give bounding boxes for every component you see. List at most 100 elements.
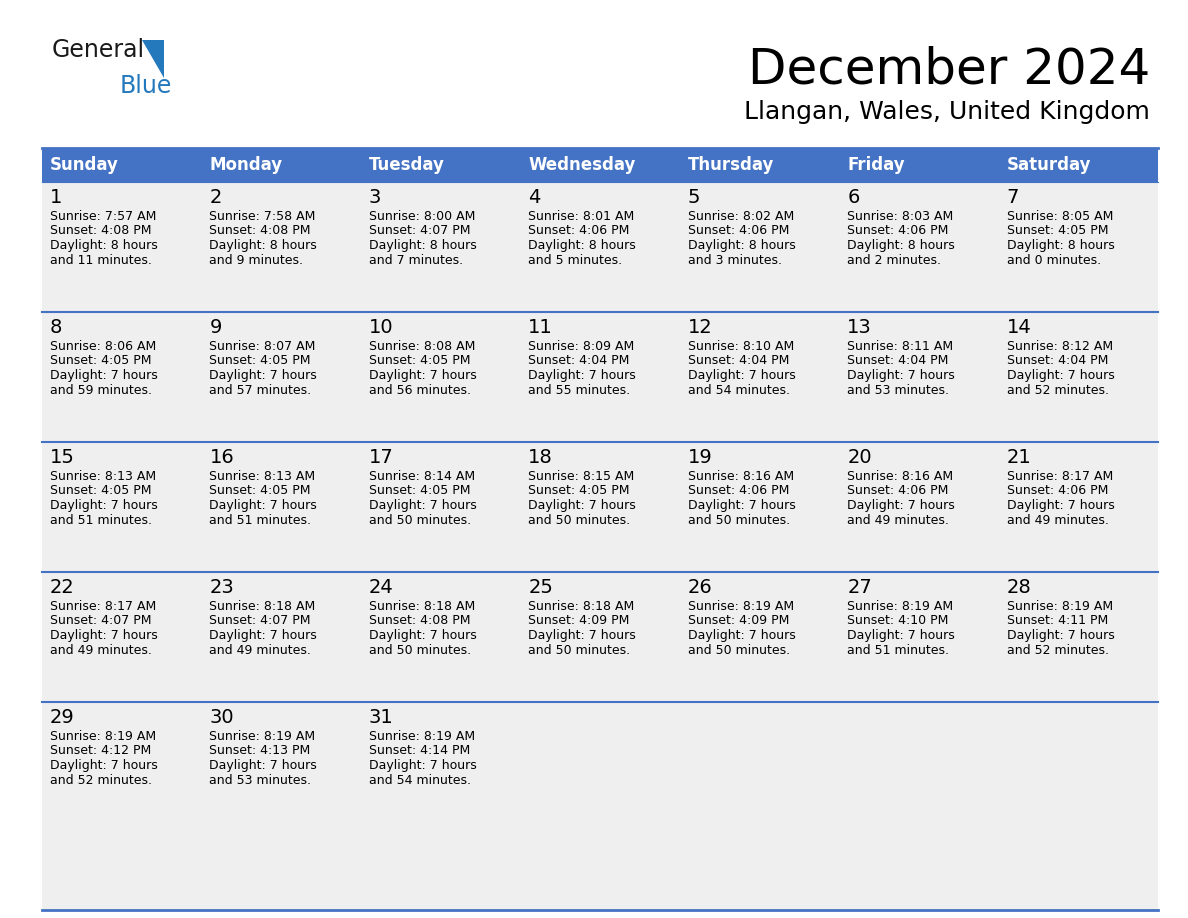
Text: Wednesday: Wednesday	[529, 156, 636, 174]
Text: and 51 minutes.: and 51 minutes.	[847, 644, 949, 656]
Text: Daylight: 7 hours: Daylight: 7 hours	[1006, 369, 1114, 382]
Text: Sunrise: 8:06 AM: Sunrise: 8:06 AM	[50, 340, 157, 353]
Text: 22: 22	[50, 578, 75, 597]
Text: Daylight: 7 hours: Daylight: 7 hours	[688, 369, 796, 382]
Text: 11: 11	[529, 318, 554, 337]
Text: and 50 minutes.: and 50 minutes.	[368, 513, 470, 527]
Text: Daylight: 8 hours: Daylight: 8 hours	[1006, 239, 1114, 252]
Text: Sunset: 4:04 PM: Sunset: 4:04 PM	[688, 354, 789, 367]
Text: Sunrise: 8:13 AM: Sunrise: 8:13 AM	[50, 470, 156, 483]
Text: Daylight: 7 hours: Daylight: 7 hours	[368, 499, 476, 512]
Text: Sunrise: 8:18 AM: Sunrise: 8:18 AM	[368, 600, 475, 613]
Text: Friday: Friday	[847, 156, 905, 174]
Text: Sunrise: 8:19 AM: Sunrise: 8:19 AM	[209, 730, 316, 743]
Text: and 53 minutes.: and 53 minutes.	[847, 384, 949, 397]
Text: Sunrise: 8:19 AM: Sunrise: 8:19 AM	[368, 730, 475, 743]
Text: Daylight: 8 hours: Daylight: 8 hours	[50, 239, 158, 252]
Text: 16: 16	[209, 448, 234, 467]
Bar	[42, 148, 202, 182]
Bar	[42, 442, 1158, 572]
Text: Sunset: 4:08 PM: Sunset: 4:08 PM	[368, 614, 470, 628]
Text: 17: 17	[368, 448, 393, 467]
Text: 12: 12	[688, 318, 713, 337]
Text: Sunrise: 8:15 AM: Sunrise: 8:15 AM	[529, 470, 634, 483]
Text: and 56 minutes.: and 56 minutes.	[368, 384, 470, 397]
Text: Sunrise: 8:09 AM: Sunrise: 8:09 AM	[529, 340, 634, 353]
Text: Sunrise: 8:00 AM: Sunrise: 8:00 AM	[368, 210, 475, 223]
Text: Daylight: 7 hours: Daylight: 7 hours	[368, 759, 476, 772]
Text: Daylight: 7 hours: Daylight: 7 hours	[209, 499, 317, 512]
Text: Sunset: 4:05 PM: Sunset: 4:05 PM	[50, 485, 152, 498]
Text: Daylight: 7 hours: Daylight: 7 hours	[529, 369, 636, 382]
Text: Sunset: 4:05 PM: Sunset: 4:05 PM	[368, 485, 470, 498]
Text: Sunset: 4:05 PM: Sunset: 4:05 PM	[209, 485, 311, 498]
Text: Tuesday: Tuesday	[368, 156, 444, 174]
Text: 20: 20	[847, 448, 872, 467]
Text: 9: 9	[209, 318, 222, 337]
Text: and 49 minutes.: and 49 minutes.	[1006, 513, 1108, 527]
Text: Sunrise: 8:03 AM: Sunrise: 8:03 AM	[847, 210, 954, 223]
Text: and 50 minutes.: and 50 minutes.	[529, 644, 631, 656]
Text: Sunset: 4:14 PM: Sunset: 4:14 PM	[368, 744, 470, 757]
Text: 26: 26	[688, 578, 713, 597]
Text: and 55 minutes.: and 55 minutes.	[529, 384, 631, 397]
Text: Saturday: Saturday	[1006, 156, 1091, 174]
Bar	[42, 182, 1158, 312]
Text: Sunset: 4:06 PM: Sunset: 4:06 PM	[847, 485, 948, 498]
Text: Daylight: 7 hours: Daylight: 7 hours	[50, 369, 158, 382]
Text: Sunset: 4:04 PM: Sunset: 4:04 PM	[1006, 354, 1108, 367]
Text: and 49 minutes.: and 49 minutes.	[847, 513, 949, 527]
Text: and 49 minutes.: and 49 minutes.	[50, 644, 152, 656]
Text: and 9 minutes.: and 9 minutes.	[209, 253, 303, 266]
Text: and 53 minutes.: and 53 minutes.	[209, 774, 311, 787]
Text: 14: 14	[1006, 318, 1031, 337]
Text: Llangan, Wales, United Kingdom: Llangan, Wales, United Kingdom	[744, 100, 1150, 124]
Text: 19: 19	[688, 448, 713, 467]
Text: General: General	[52, 38, 145, 62]
Text: and 54 minutes.: and 54 minutes.	[368, 774, 470, 787]
Text: Sunrise: 8:07 AM: Sunrise: 8:07 AM	[209, 340, 316, 353]
Bar	[839, 148, 999, 182]
Text: Sunset: 4:07 PM: Sunset: 4:07 PM	[50, 614, 152, 628]
Text: 4: 4	[529, 188, 541, 207]
Text: Sunrise: 8:12 AM: Sunrise: 8:12 AM	[1006, 340, 1113, 353]
Text: Sunrise: 8:19 AM: Sunrise: 8:19 AM	[688, 600, 794, 613]
Text: Daylight: 7 hours: Daylight: 7 hours	[1006, 499, 1114, 512]
Text: Sunrise: 8:14 AM: Sunrise: 8:14 AM	[368, 470, 475, 483]
Text: Daylight: 7 hours: Daylight: 7 hours	[209, 759, 317, 772]
Text: 18: 18	[529, 448, 554, 467]
Text: Sunset: 4:08 PM: Sunset: 4:08 PM	[209, 225, 311, 238]
Text: Daylight: 7 hours: Daylight: 7 hours	[50, 499, 158, 512]
Bar	[202, 148, 361, 182]
Text: Sunrise: 8:19 AM: Sunrise: 8:19 AM	[847, 600, 953, 613]
Text: Monday: Monday	[209, 156, 283, 174]
Text: and 11 minutes.: and 11 minutes.	[50, 253, 152, 266]
Text: and 59 minutes.: and 59 minutes.	[50, 384, 152, 397]
Text: and 50 minutes.: and 50 minutes.	[529, 513, 631, 527]
Text: Sunrise: 8:05 AM: Sunrise: 8:05 AM	[1006, 210, 1113, 223]
Text: and 51 minutes.: and 51 minutes.	[209, 513, 311, 527]
Text: Sunset: 4:05 PM: Sunset: 4:05 PM	[50, 354, 152, 367]
Text: Sunrise: 7:58 AM: Sunrise: 7:58 AM	[209, 210, 316, 223]
Text: Daylight: 7 hours: Daylight: 7 hours	[688, 499, 796, 512]
Text: 29: 29	[50, 708, 75, 727]
Text: Sunrise: 8:13 AM: Sunrise: 8:13 AM	[209, 470, 316, 483]
Text: Daylight: 8 hours: Daylight: 8 hours	[209, 239, 317, 252]
Text: Daylight: 8 hours: Daylight: 8 hours	[847, 239, 955, 252]
Text: 8: 8	[50, 318, 63, 337]
Text: and 0 minutes.: and 0 minutes.	[1006, 253, 1101, 266]
Text: Sunset: 4:07 PM: Sunset: 4:07 PM	[209, 614, 311, 628]
Text: and 52 minutes.: and 52 minutes.	[1006, 384, 1108, 397]
Text: 5: 5	[688, 188, 700, 207]
Text: Daylight: 8 hours: Daylight: 8 hours	[368, 239, 476, 252]
Text: 1: 1	[50, 188, 63, 207]
Text: and 57 minutes.: and 57 minutes.	[209, 384, 311, 397]
Text: and 3 minutes.: and 3 minutes.	[688, 253, 782, 266]
Text: Daylight: 8 hours: Daylight: 8 hours	[688, 239, 796, 252]
Text: Daylight: 8 hours: Daylight: 8 hours	[529, 239, 636, 252]
Text: Daylight: 7 hours: Daylight: 7 hours	[1006, 629, 1114, 642]
Text: Sunrise: 7:57 AM: Sunrise: 7:57 AM	[50, 210, 157, 223]
Bar	[42, 312, 1158, 442]
Text: Thursday: Thursday	[688, 156, 775, 174]
Text: Daylight: 7 hours: Daylight: 7 hours	[209, 629, 317, 642]
